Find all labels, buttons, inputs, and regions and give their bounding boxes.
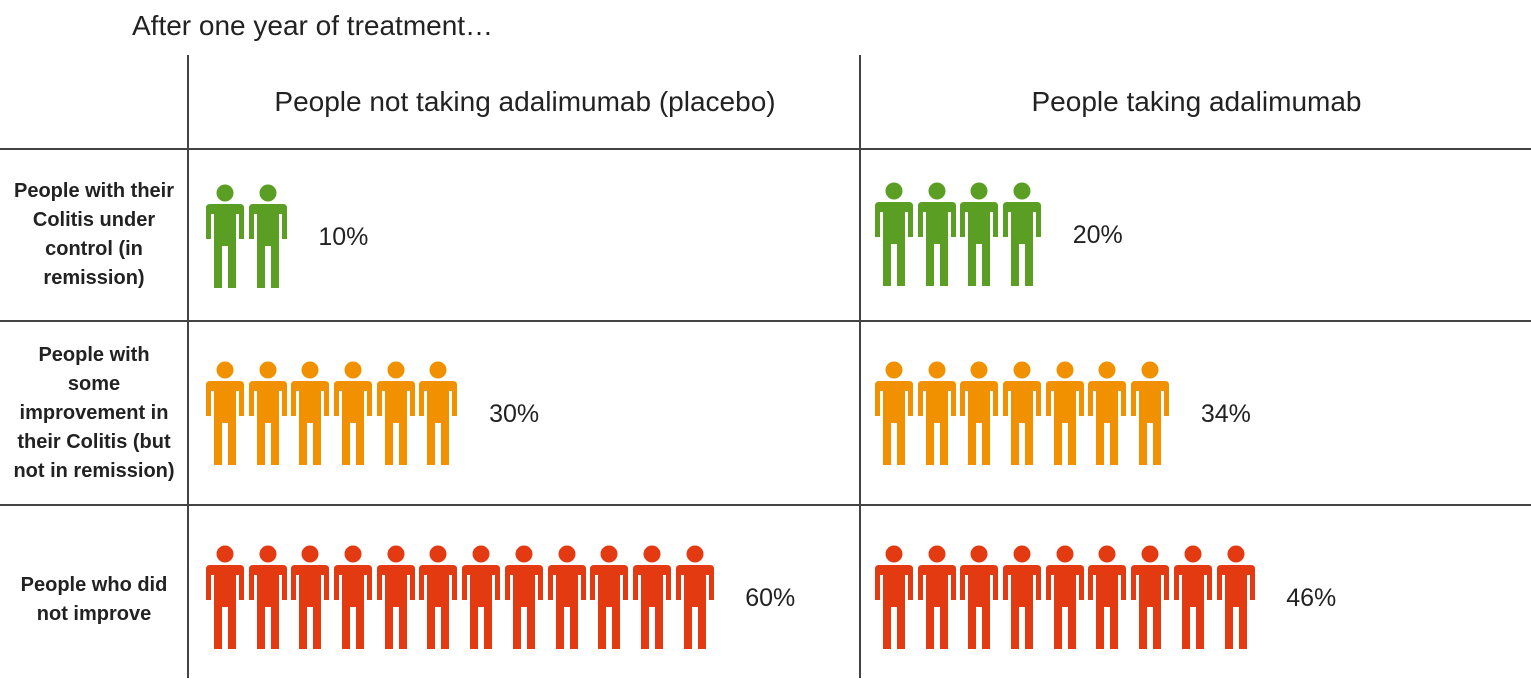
person-icon-group <box>205 184 290 290</box>
person-icon <box>1045 361 1085 467</box>
person-icon <box>874 361 914 467</box>
row-separator <box>0 148 1531 150</box>
person-icon <box>1130 361 1170 467</box>
person-icon <box>1216 545 1256 651</box>
cell-no-improvement-placebo: 60% <box>205 545 795 651</box>
person-icon <box>248 361 288 467</box>
person-icon <box>376 545 416 651</box>
person-icon <box>917 361 957 467</box>
person-icon-group <box>874 182 1045 288</box>
person-icon <box>248 184 288 290</box>
person-icon <box>248 545 288 651</box>
row-separator <box>0 320 1531 322</box>
column-separator <box>187 55 189 678</box>
person-icon <box>461 545 501 651</box>
person-icon <box>1130 545 1170 651</box>
cell-improvement-placebo: 30% <box>205 361 539 467</box>
row-label-remission: People with their Colitis under control … <box>13 180 175 289</box>
person-icon <box>917 182 957 288</box>
row-label-no-improvement: People who did not improve <box>20 574 168 625</box>
percentage-label: 20% <box>1072 220 1123 249</box>
person-icon <box>418 545 458 651</box>
person-icon <box>205 184 245 290</box>
person-icon <box>675 545 715 651</box>
person-icon <box>1087 361 1127 467</box>
row-separator <box>0 504 1531 506</box>
cell-remission-adalimumab: 20% <box>874 182 1123 288</box>
person-icon <box>333 545 373 651</box>
percentage-label: 34% <box>1200 399 1251 428</box>
person-icon-group <box>874 545 1258 651</box>
person-icon <box>1002 361 1042 467</box>
column-separator <box>859 55 861 678</box>
person-icon <box>1087 545 1127 651</box>
column-header-adalimumab: People taking adalimumab <box>1031 86 1362 117</box>
person-icon <box>917 545 957 651</box>
percentage-label: 46% <box>1286 583 1337 612</box>
percentage-label: 10% <box>318 222 369 251</box>
person-icon <box>874 182 914 288</box>
person-icon <box>205 545 245 651</box>
person-icon <box>1173 545 1213 651</box>
person-icon <box>632 545 672 651</box>
person-icon-group <box>205 361 461 467</box>
person-icon <box>290 361 330 467</box>
person-icon <box>1002 545 1042 651</box>
row-label-improvement: People with some improvement in their Co… <box>13 343 175 482</box>
cell-no-improvement-adalimumab: 46% <box>874 545 1336 651</box>
person-icon <box>959 361 999 467</box>
person-icon <box>589 545 629 651</box>
person-icon <box>290 545 330 651</box>
column-header-placebo: People not taking adalimumab (placebo) <box>274 86 776 117</box>
percentage-label: 60% <box>745 583 796 612</box>
cell-remission-placebo: 10% <box>205 184 368 290</box>
person-icon <box>504 545 544 651</box>
chart-title: After one year of treatment… <box>132 10 494 41</box>
person-icon <box>959 182 999 288</box>
person-icon-group <box>205 545 717 651</box>
person-icon <box>376 361 416 467</box>
percentage-label: 30% <box>489 399 540 428</box>
person-icon <box>205 361 245 467</box>
person-icon <box>1002 182 1042 288</box>
person-icon <box>874 545 914 651</box>
person-icon-group <box>874 361 1173 467</box>
cell-improvement-adalimumab: 34% <box>874 361 1251 467</box>
person-icon <box>333 361 373 467</box>
person-icon <box>418 361 458 467</box>
person-icon <box>959 545 999 651</box>
person-icon <box>547 545 587 651</box>
person-icon <box>1045 545 1085 651</box>
